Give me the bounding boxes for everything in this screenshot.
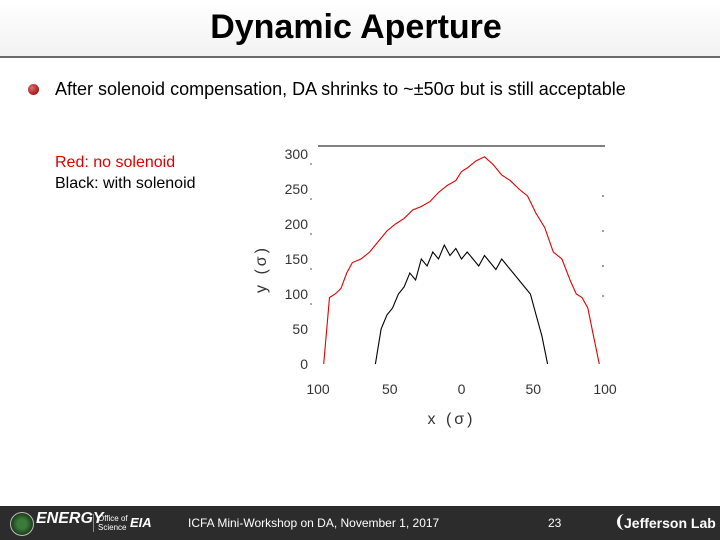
y-axis-label: y (σ): [253, 245, 270, 293]
x-tick-label: 100: [306, 381, 330, 397]
bullet-text: After solenoid compensation, DA shrinks …: [55, 79, 626, 99]
title-rule: [0, 56, 720, 58]
y-tick-label: 150: [285, 251, 309, 267]
office-line-2: Science: [98, 523, 127, 532]
da-plot: 300 250 200 150 100 50 0 100 50 0 50 100 x (σ) y (σ): [250, 132, 630, 432]
legend-with-solenoid: Black: with solenoid: [55, 175, 196, 192]
x-tick-label: 100: [593, 381, 617, 397]
slide-title: Dynamic Aperture: [210, 8, 502, 46]
footer-workshop-text: ICFA Mini-Workshop on DA, November 1, 20…: [188, 516, 440, 530]
page-number: 23: [548, 516, 562, 530]
right-tick-mark: [602, 265, 604, 267]
x-tick-label: 0: [458, 381, 466, 397]
doe-wordmark: ENERGY: [36, 510, 104, 527]
jefferson-lab-logo: Jefferson Lab: [624, 515, 716, 531]
footer-bar: ENERGY Office of Science EIA ICFA Mini-W…: [0, 506, 720, 540]
office-of-science-label: Office of Science: [93, 514, 128, 532]
x-axis-label: x (σ): [428, 411, 476, 428]
y-tick-label: 0: [300, 356, 308, 372]
right-tick-mark: [602, 295, 604, 297]
da-chart-svg: 300 250 200 150 100 50 0 100 50 0 50 100 x (σ) y (σ): [253, 145, 617, 428]
jefferson-lab-swoosh-icon: [617, 514, 632, 530]
y-tick-label: 200: [285, 216, 309, 232]
title-bar: Dynamic Aperture: [0, 0, 720, 56]
doe-seal-icon: [10, 512, 34, 536]
y-tick-label: 50: [292, 321, 308, 337]
x-tick-label: 50: [525, 381, 541, 397]
legend-no-solenoid: Red: no solenoid: [55, 154, 176, 171]
y-tick-label: 100: [285, 286, 309, 302]
right-tick-mark: [602, 195, 604, 197]
series-line-with-solenoid: [374, 243, 549, 365]
y-tick-label: 250: [285, 181, 309, 197]
series-line-no-solenoid: [323, 156, 600, 365]
partner-logo: EIA: [130, 515, 152, 530]
y-tick-label: 300: [285, 146, 309, 162]
right-tick-mark: [602, 230, 604, 232]
x-tick-label: 50: [382, 381, 398, 397]
office-line-1: Office of: [98, 514, 128, 523]
bullet-icon: [28, 84, 39, 95]
